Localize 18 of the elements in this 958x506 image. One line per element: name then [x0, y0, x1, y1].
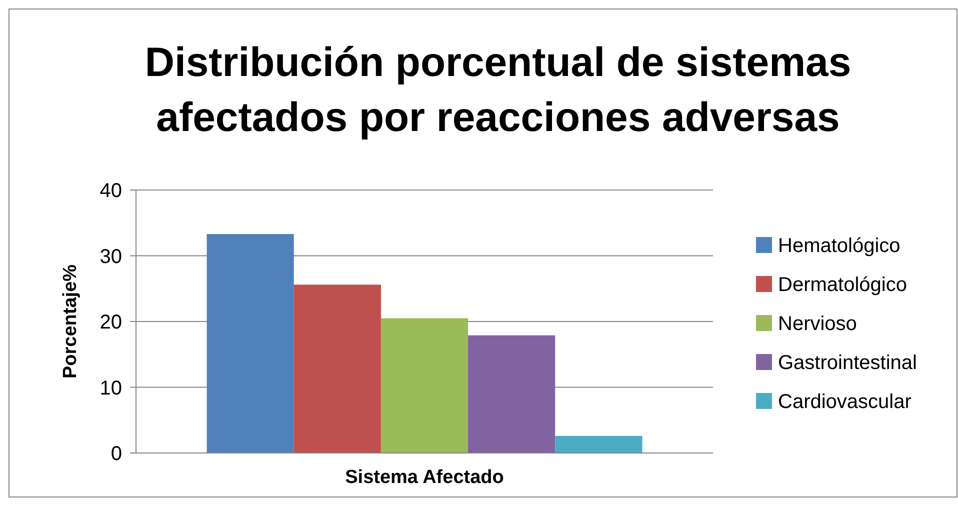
bar	[468, 335, 556, 453]
bar	[555, 436, 642, 453]
y-tick-label: 0	[110, 443, 122, 465]
legend-label: Gastrointestinal	[778, 352, 917, 374]
legend-label: Dermatológico	[778, 274, 907, 296]
y-tick-label: 10	[100, 377, 122, 400]
bar	[294, 284, 381, 453]
bar	[206, 234, 294, 453]
x-axis-title: Sistema Afectado	[345, 467, 504, 488]
y-tick-label: 30	[100, 246, 122, 268]
y-axis-title: Porcentaje%	[60, 264, 81, 379]
y-tick-label: 40	[100, 180, 122, 202]
legend-label: Cardiovascular	[778, 391, 912, 413]
bar	[380, 318, 468, 453]
legend-label: Nervioso	[778, 313, 857, 335]
legend-label: Hematológico	[778, 235, 900, 257]
y-tick-label: 20	[100, 312, 122, 334]
chart-title: Distribución porcentual de sistemas afectados por reacciones adversas	[144, 39, 852, 140]
